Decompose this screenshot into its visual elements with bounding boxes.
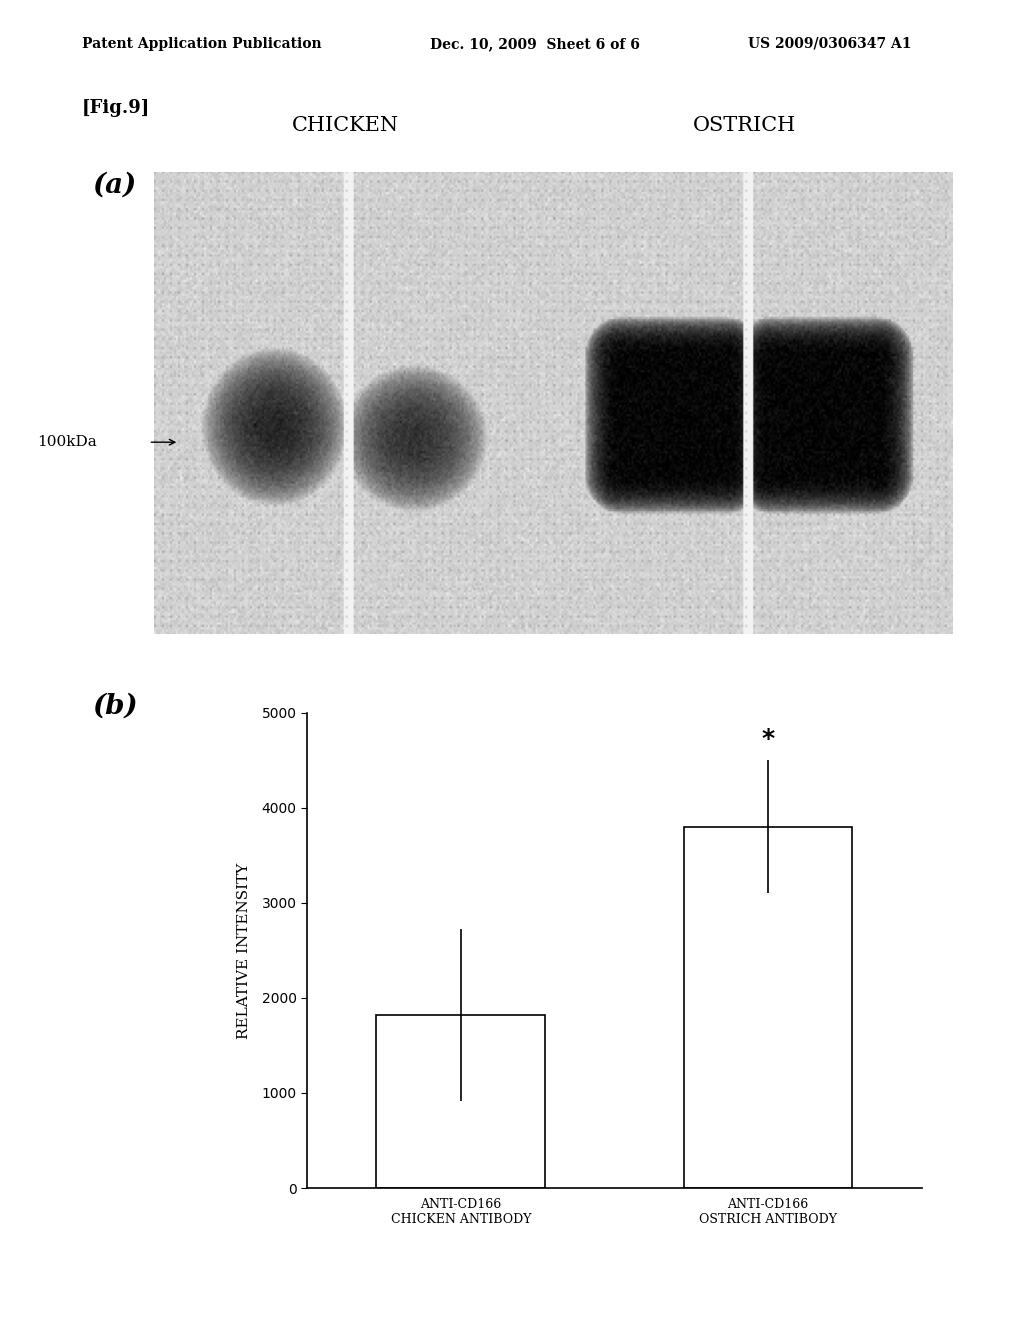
Text: OSTRICH: OSTRICH [693, 116, 797, 135]
Text: [Fig.9]: [Fig.9] [82, 99, 151, 117]
Text: (a): (a) [92, 172, 136, 198]
Bar [683, 826, 852, 1188]
Bar [376, 1015, 545, 1188]
Text: (b): (b) [92, 693, 138, 719]
Text: *: * [762, 727, 774, 751]
Text: Dec. 10, 2009  Sheet 6 of 6: Dec. 10, 2009 Sheet 6 of 6 [430, 37, 640, 51]
Text: Patent Application Publication: Patent Application Publication [82, 37, 322, 51]
Text: 100kDa: 100kDa [38, 436, 97, 449]
Text: US 2009/0306347 A1: US 2009/0306347 A1 [748, 37, 911, 51]
Text: CHICKEN: CHICKEN [292, 116, 399, 135]
Y-axis label: RELATIVE INTENSITY: RELATIVE INTENSITY [237, 862, 251, 1039]
